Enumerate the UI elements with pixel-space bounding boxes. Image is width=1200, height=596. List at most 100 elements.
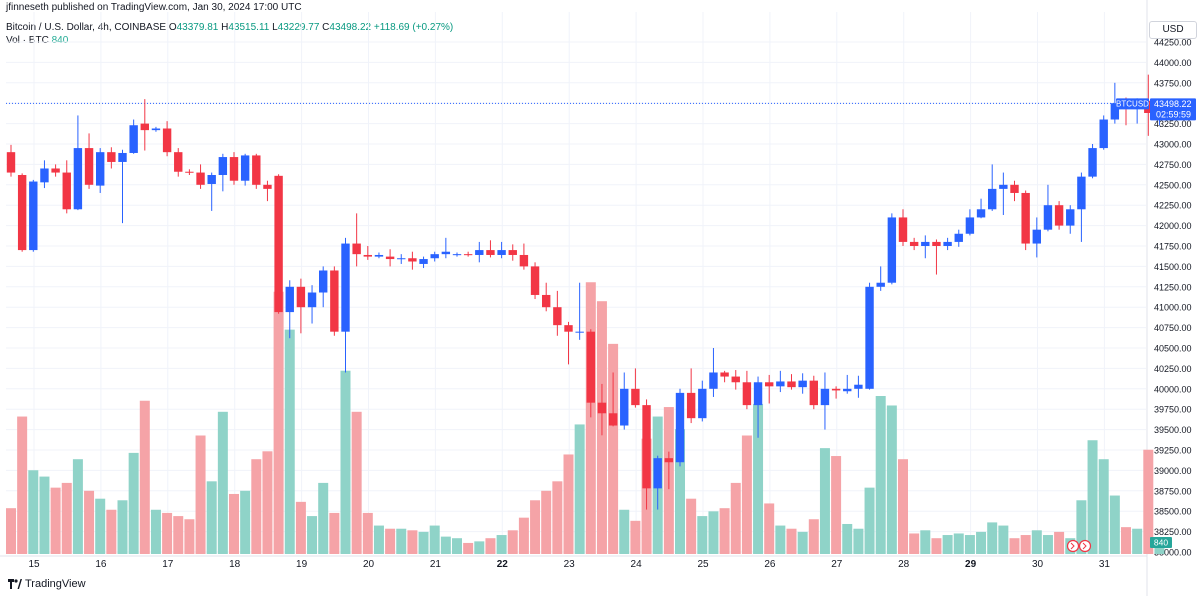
candle-body <box>519 254 529 267</box>
event-marker-glyph <box>1082 542 1087 550</box>
candle-body <box>73 148 83 210</box>
volume-bar <box>1009 538 1020 554</box>
volume-bar <box>340 370 351 554</box>
volume-bar <box>39 476 50 554</box>
candle-body <box>954 233 963 242</box>
event-marker-icon <box>1066 539 1080 553</box>
y-tick-label: 44000.00 <box>1154 58 1192 68</box>
volume-bar <box>853 528 864 554</box>
open-value: 43379.81 <box>176 22 219 33</box>
x-tick-label: 26 <box>764 559 776 570</box>
candle-body <box>118 152 127 162</box>
y-tick-label: 41750.00 <box>1154 242 1192 252</box>
candle-body <box>140 123 149 131</box>
x-tick-label: 22 <box>497 559 509 570</box>
volume-bar <box>909 533 920 554</box>
volume-bar <box>808 519 819 554</box>
volume-bar <box>61 482 72 554</box>
y-tick-label: 43750.00 <box>1154 78 1192 88</box>
y-tick-label: 41250.00 <box>1154 282 1192 292</box>
volume-bar <box>307 516 318 554</box>
volume-bar <box>1020 535 1031 554</box>
candle-body <box>943 241 952 246</box>
y-tick-label: 39750.00 <box>1154 405 1192 415</box>
candle-body <box>352 243 361 255</box>
candle-body <box>686 392 696 419</box>
volume-bar <box>284 329 295 554</box>
volume-bar <box>1109 495 1120 554</box>
x-tick-label: 21 <box>430 559 442 570</box>
volume-tag-box <box>1150 537 1172 548</box>
price-tag-symbol: BTCUSD <box>1116 99 1149 108</box>
candle-body <box>597 402 607 414</box>
volume-bar <box>741 435 752 554</box>
event-marker-icon <box>1078 539 1092 553</box>
candle-body <box>1043 205 1053 230</box>
candle-body <box>263 184 272 189</box>
y-tick-label: 38500.00 <box>1154 507 1192 517</box>
candle-body <box>229 157 239 181</box>
y-tick-label: 40500.00 <box>1154 344 1192 354</box>
volume-bar <box>95 498 106 554</box>
volume-bar <box>619 509 630 554</box>
price-tag-countdown: 02:59:59 <box>1156 109 1191 119</box>
candle-body <box>174 152 183 172</box>
candle-body <box>820 388 830 406</box>
volume-bar <box>1076 500 1087 554</box>
candle-body <box>51 168 60 173</box>
volume-bar <box>240 490 251 554</box>
volume-bar <box>1031 530 1042 554</box>
volume-bar <box>184 519 195 554</box>
x-tick-label: 24 <box>631 559 643 570</box>
volume-bar <box>585 282 596 554</box>
volume-bar <box>875 396 886 554</box>
volume-bar <box>831 456 842 554</box>
candle-body <box>787 381 796 388</box>
x-tick-label: 17 <box>162 559 174 570</box>
high-value: 43515.11 <box>228 22 270 33</box>
volume-bar <box>128 452 139 554</box>
volume-bar <box>987 522 998 554</box>
x-tick-label: 16 <box>95 559 107 570</box>
candle-body <box>419 259 428 264</box>
y-tick-label: 42250.00 <box>1154 201 1192 211</box>
tradingview-watermark: TradingView <box>8 578 86 590</box>
volume-bar <box>6 508 16 554</box>
y-tick-label: 40750.00 <box>1154 323 1192 333</box>
candle-body <box>408 258 417 262</box>
candle-body <box>765 382 774 387</box>
x-tick-label: 18 <box>229 559 241 570</box>
x-tick-label: 19 <box>296 559 308 570</box>
volume-bar <box>764 503 775 554</box>
volume-bar <box>730 482 741 554</box>
candle-body <box>865 286 874 389</box>
volume-bar <box>819 448 830 554</box>
candle-body <box>999 184 1008 189</box>
volume-bar <box>1132 528 1143 554</box>
volume-bar <box>496 535 507 554</box>
price-tag-box <box>1150 98 1196 121</box>
price-tag-price: 43498.22 <box>1154 99 1192 109</box>
volume-bar <box>942 535 953 554</box>
volume-bar <box>251 459 262 554</box>
y-tick-label: 38250.00 <box>1154 527 1192 537</box>
volume-bar <box>429 525 440 554</box>
volume-bar <box>697 516 708 554</box>
currency-button[interactable]: USD <box>1149 21 1197 39</box>
candle-body <box>564 325 573 332</box>
volume-bars <box>6 282 1165 554</box>
volume-bar <box>162 512 173 554</box>
candle-body <box>274 175 283 313</box>
volume-bar <box>117 500 128 554</box>
volume-bar <box>797 531 808 554</box>
volume-bar <box>273 291 284 554</box>
candle-body <box>854 384 863 389</box>
candle-body <box>486 250 495 255</box>
candle-body <box>542 294 551 308</box>
candle-body <box>1054 205 1064 226</box>
volume-bar <box>686 498 697 554</box>
volume-bar <box>976 531 987 554</box>
x-tick-label: 27 <box>831 559 843 570</box>
candle-body <box>932 241 941 246</box>
